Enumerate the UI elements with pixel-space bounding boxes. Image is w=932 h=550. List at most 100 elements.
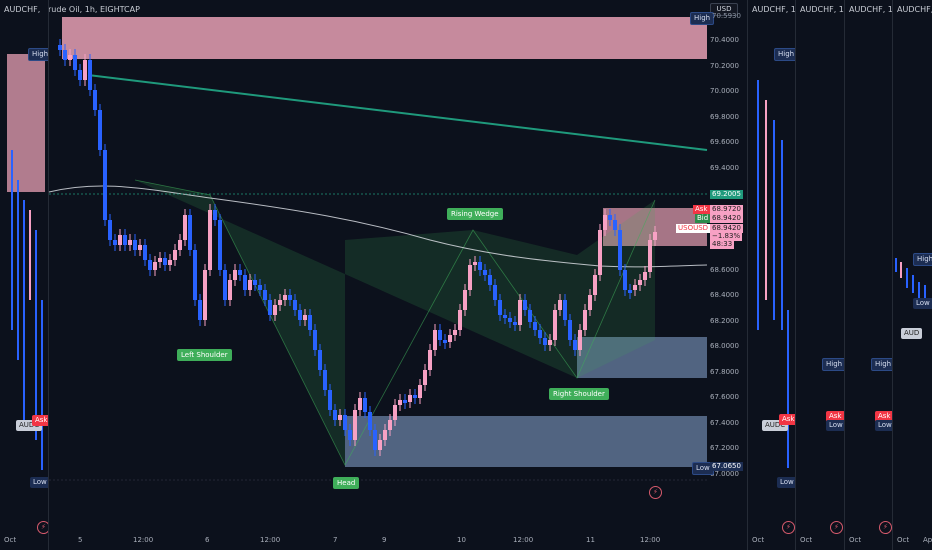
candle bbox=[428, 350, 432, 370]
candle bbox=[398, 400, 402, 405]
pane-candles bbox=[895, 258, 926, 305]
pane-divider[interactable] bbox=[795, 0, 796, 550]
price-tick: 68.6000 bbox=[710, 266, 739, 274]
candle bbox=[153, 262, 157, 270]
time-label: Ap bbox=[923, 536, 932, 544]
candle bbox=[383, 430, 387, 440]
ask-label: Ask bbox=[693, 205, 710, 214]
candle bbox=[278, 300, 282, 305]
price-tick: 69.4000 bbox=[710, 164, 739, 172]
time-tick: 7 bbox=[333, 536, 338, 544]
candle bbox=[408, 395, 412, 402]
candle bbox=[598, 230, 602, 275]
lightning-icon[interactable]: ⚡ bbox=[649, 486, 662, 499]
candle bbox=[98, 110, 102, 150]
candle bbox=[268, 300, 272, 315]
right-pane-1[interactable]: AUDCHF, 1W, High AUDC Ask Low ⚡ Oct bbox=[748, 0, 795, 550]
candle bbox=[463, 290, 467, 310]
lightning-icon[interactable]: ⚡ bbox=[782, 521, 795, 534]
candle bbox=[353, 410, 357, 440]
time-label: Oct bbox=[849, 536, 862, 544]
lightning-icon[interactable]: ⚡ bbox=[830, 521, 843, 534]
time-tick: 12:00 bbox=[640, 536, 661, 544]
ask-price: 68.9720 bbox=[710, 205, 743, 214]
candle bbox=[213, 210, 217, 220]
candle bbox=[403, 400, 407, 403]
candle bbox=[508, 318, 512, 322]
candle bbox=[433, 330, 437, 350]
candle bbox=[473, 262, 477, 265]
price-tick: 68.2000 bbox=[710, 317, 739, 325]
aud-tag: AUD bbox=[901, 328, 923, 339]
candle bbox=[253, 280, 257, 285]
candle bbox=[173, 250, 177, 260]
candle bbox=[78, 70, 82, 80]
right-pane-4[interactable]: AUDCHF, 1W, High AUD Low Oct Ap bbox=[893, 0, 932, 550]
candle bbox=[518, 300, 522, 325]
candle bbox=[123, 235, 127, 245]
candle bbox=[483, 270, 487, 275]
candle bbox=[248, 280, 252, 290]
pane-divider[interactable] bbox=[48, 0, 49, 550]
candle bbox=[593, 275, 597, 295]
high-tag: High bbox=[822, 358, 844, 371]
pane-divider[interactable] bbox=[844, 0, 845, 550]
candle bbox=[448, 335, 452, 342]
time-tick: 12:00 bbox=[260, 536, 281, 544]
right-shoulder-label: Right Shoulder bbox=[549, 388, 609, 400]
candle bbox=[168, 260, 172, 265]
change-percent: −1.83% bbox=[710, 232, 743, 241]
price-tick: 70.2000 bbox=[710, 62, 739, 70]
candle bbox=[208, 210, 212, 270]
left-aud-tag: AUDC bbox=[16, 420, 43, 431]
last-price: 68.9420 bbox=[710, 224, 743, 233]
time-tick: 12:00 bbox=[513, 536, 534, 544]
symbol-tag: USOUSD bbox=[676, 224, 711, 233]
candle bbox=[468, 265, 472, 290]
low-tag: Low bbox=[875, 420, 892, 431]
candle bbox=[388, 420, 392, 430]
candle bbox=[133, 240, 137, 250]
lightning-icon[interactable]: ⚡ bbox=[37, 521, 48, 534]
trend-line bbox=[87, 74, 708, 151]
candle bbox=[438, 330, 442, 340]
candle bbox=[413, 395, 417, 398]
price-tick: 67.2000 bbox=[710, 444, 739, 452]
right-pane-2[interactable]: AUDCHF, 1W, High Ask Low ⚡ Oct bbox=[796, 0, 844, 550]
right-pane-3[interactable]: AUDCHF, 1W, High Ask Low ⚡ Oct bbox=[845, 0, 892, 550]
candle bbox=[308, 315, 312, 330]
low-price: 67.0650 bbox=[710, 462, 743, 471]
candle bbox=[528, 310, 532, 322]
candle bbox=[648, 240, 652, 272]
pane-title: AUDCHF, 1W, bbox=[897, 5, 932, 14]
candle bbox=[498, 300, 502, 315]
candle bbox=[218, 220, 222, 270]
pane-divider[interactable] bbox=[747, 0, 748, 550]
high-tag: High bbox=[913, 253, 932, 266]
candle bbox=[183, 215, 187, 240]
candle bbox=[573, 340, 577, 350]
candle bbox=[523, 300, 527, 310]
supply-zone bbox=[62, 17, 707, 59]
candle bbox=[238, 270, 242, 275]
candle bbox=[583, 310, 587, 330]
candle bbox=[148, 260, 152, 270]
candle bbox=[548, 340, 552, 345]
candle bbox=[633, 285, 637, 290]
price-tick: 69.8000 bbox=[710, 113, 739, 121]
pane-divider[interactable] bbox=[892, 0, 893, 550]
lightning-icon[interactable]: ⚡ bbox=[879, 521, 892, 534]
candle bbox=[618, 230, 622, 270]
candle bbox=[653, 232, 657, 240]
left-chart-pane[interactable]: AUDCHF, 1W, High AUDC Ask Low ⚡ bbox=[0, 0, 48, 550]
candle bbox=[558, 300, 562, 310]
candle bbox=[223, 270, 227, 300]
candle bbox=[68, 55, 72, 60]
candle bbox=[263, 290, 267, 300]
countdown: 48:33 bbox=[710, 240, 735, 249]
candle bbox=[538, 330, 542, 338]
currency-button[interactable]: USD bbox=[710, 3, 738, 16]
bid-label: Bid bbox=[695, 214, 711, 223]
candle bbox=[298, 310, 302, 320]
